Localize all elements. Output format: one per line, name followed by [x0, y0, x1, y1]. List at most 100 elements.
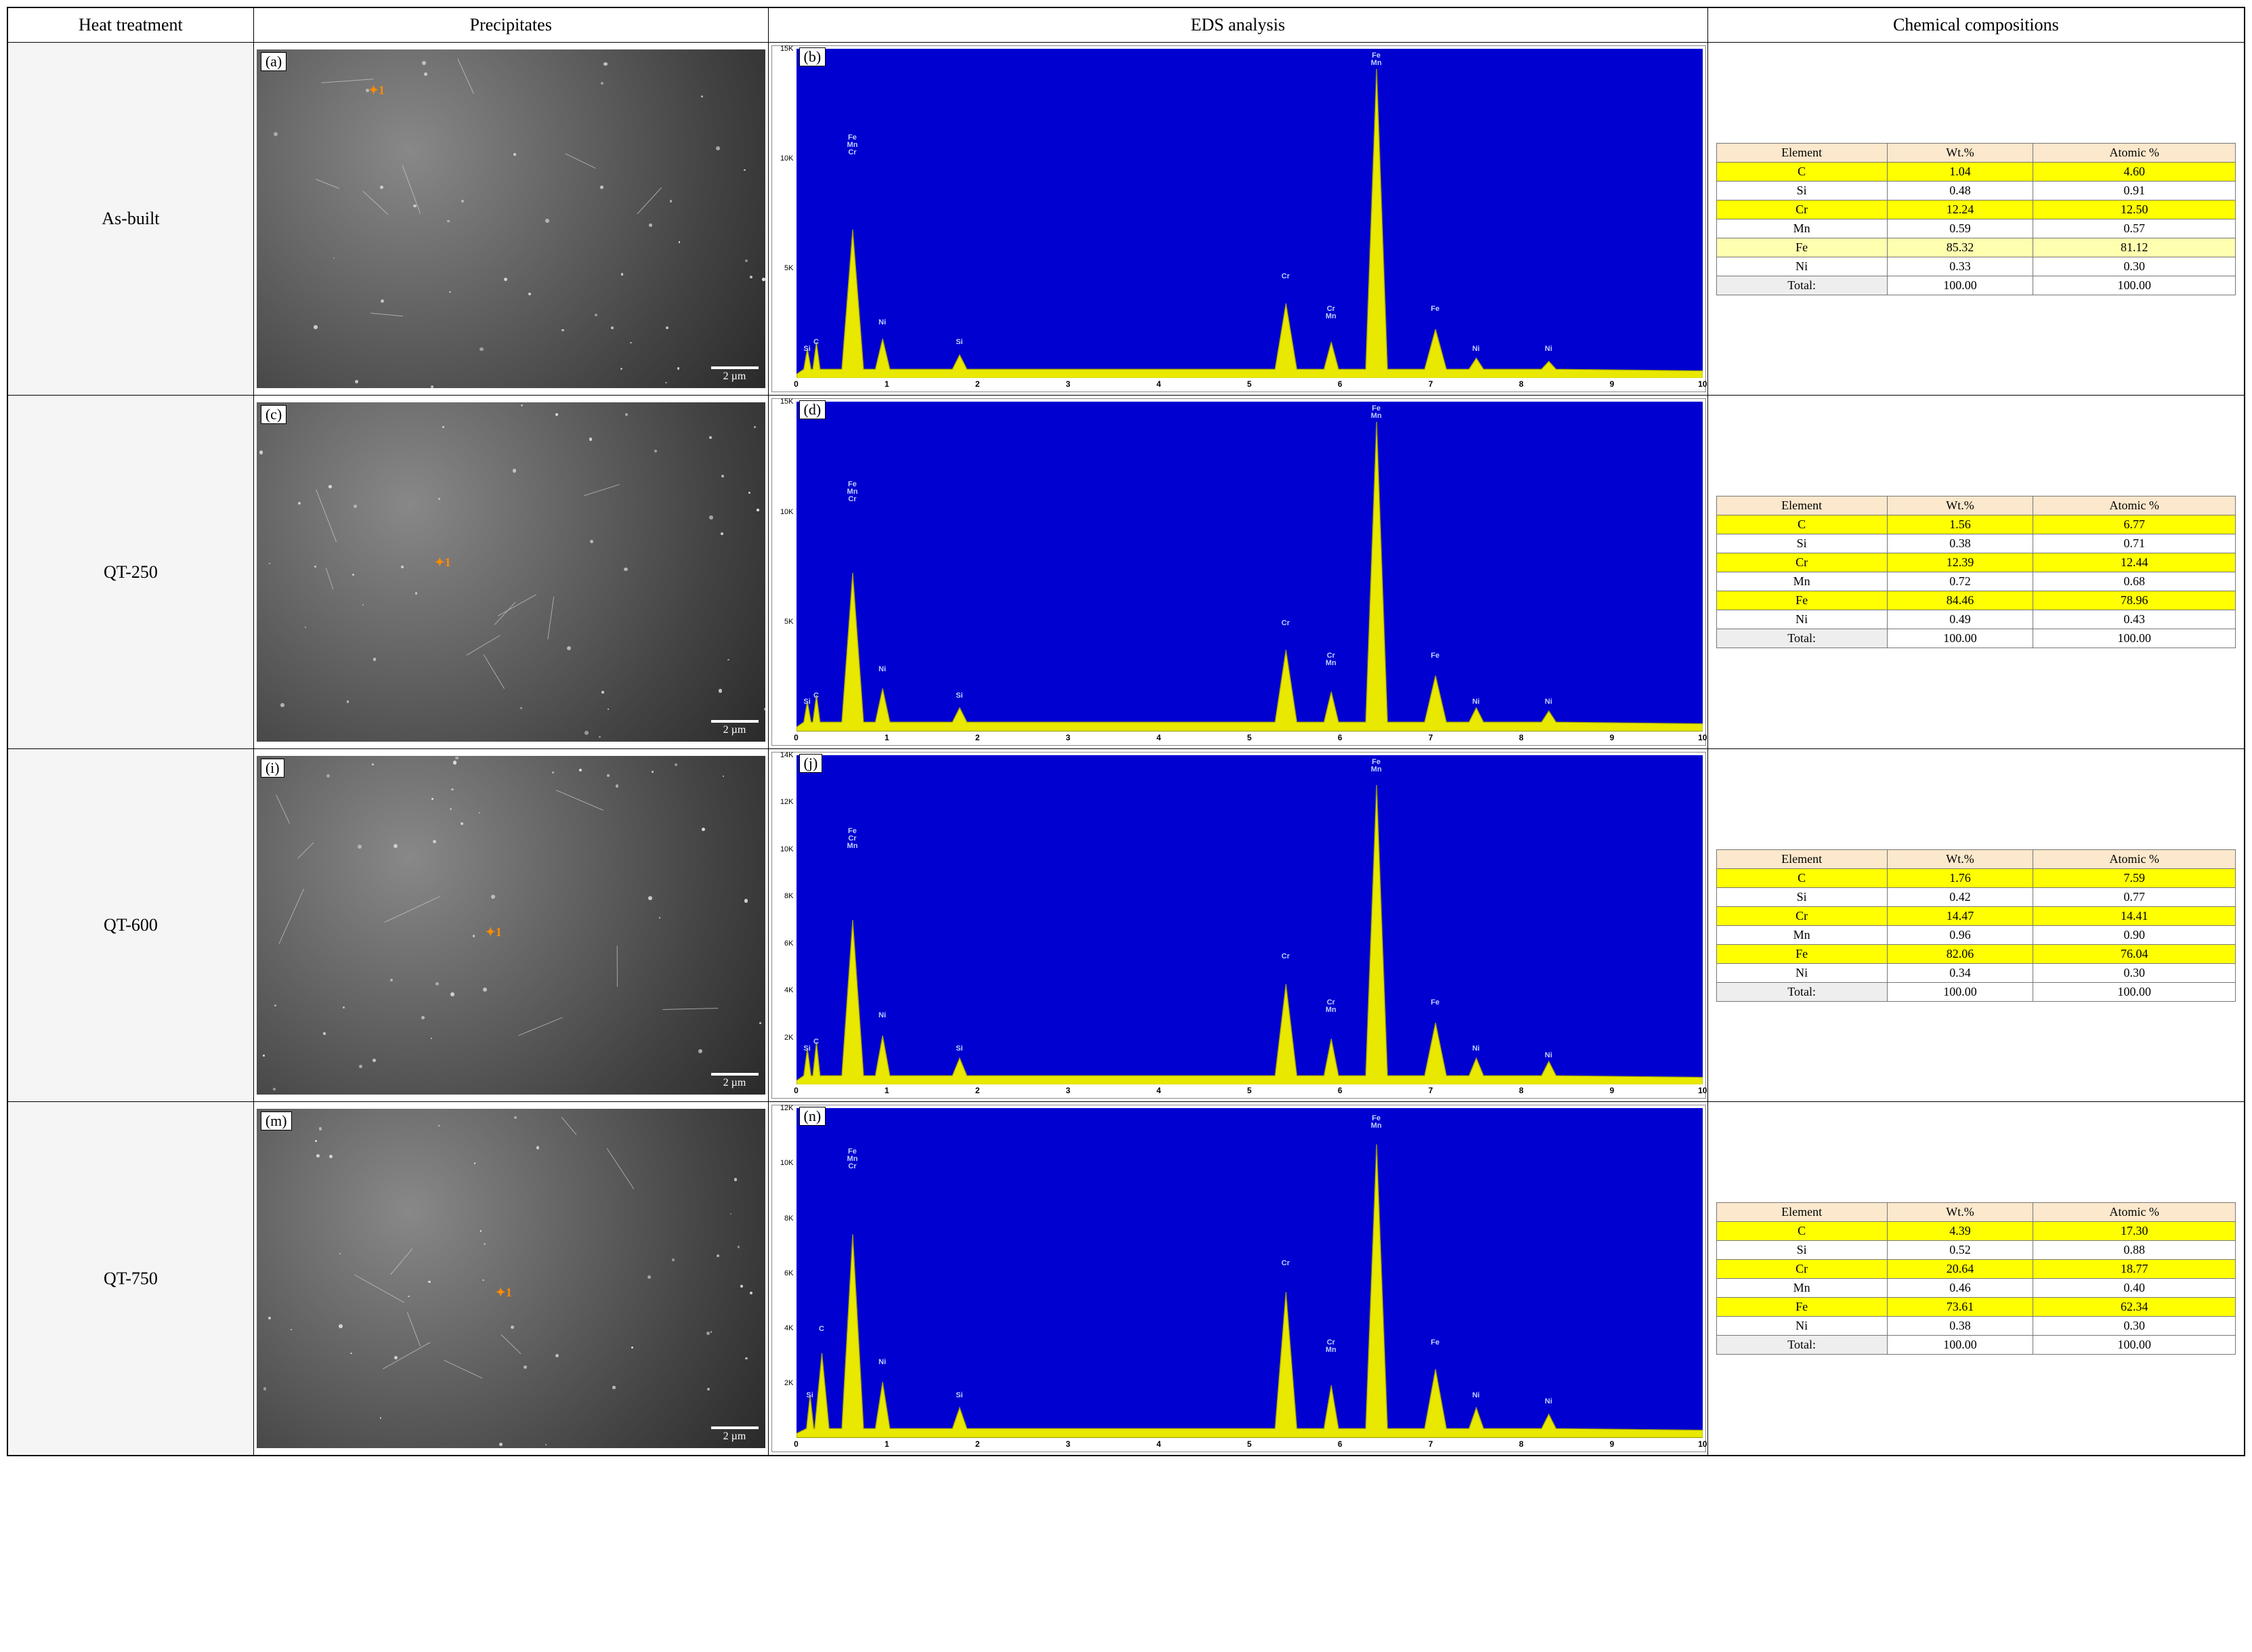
comp-cell: ElementWt.%Atomic %C1.566.77Si0.380.71Cr… [1707, 396, 2245, 748]
comp-header-element: Element [1716, 849, 1887, 868]
heat-treatment-label: QT-600 [7, 748, 253, 1101]
composition-table: ElementWt.%Atomic %C1.566.77Si0.380.71Cr… [1716, 496, 2236, 648]
peak-label: Fe Cr Mn [847, 828, 858, 850]
peak-label: Ni [1472, 698, 1480, 706]
col-heat-treatment: Heat treatment [7, 7, 253, 43]
eds-spectrum: (d)SiCFe Mn CrNiSiCrCr MnFe MnFeNiNi15K1… [771, 398, 1706, 745]
peak-label: C [813, 692, 819, 700]
sem-image: (i) ✦1 2 µm [257, 756, 765, 1095]
peak-label: Si [803, 698, 810, 706]
comp-row: Ni0.340.30 [1716, 963, 2236, 982]
peak-label: Ni [1545, 345, 1552, 353]
peak-label: Si [803, 345, 810, 353]
main-table: Heat treatment Precipitates EDS analysis… [7, 7, 2245, 1456]
eds-panel-label: (b) [799, 47, 826, 66]
comp-row: Mn0.960.90 [1716, 925, 2236, 944]
comp-header-at: Atomic % [2033, 1203, 2236, 1222]
peak-label: Fe Mn [1371, 52, 1382, 67]
peak-label: Cr [1281, 1260, 1290, 1267]
comp-row: Cr12.2412.50 [1716, 200, 2236, 219]
peak-label: Cr [1281, 620, 1290, 627]
scalebar: 2 µm [711, 1426, 759, 1443]
peak-label: Ni [878, 1012, 886, 1019]
data-row: QT-750(m)✦12 µm(n)SiCFe Mn CrNiSiCrCr Mn… [7, 1102, 2245, 1456]
peak-label: Ni [1472, 1045, 1480, 1053]
peak-label: Ni [878, 666, 886, 673]
eds-cell: (j)SiCFe Cr MnNiSiCrCr MnFe MnFeNiNi14K1… [768, 748, 1707, 1101]
composition-table: ElementWt.%Atomic %C4.3917.30Si0.520.88C… [1716, 1202, 2236, 1355]
comp-row: Ni0.380.30 [1716, 1317, 2236, 1336]
eds-spectrum: (n)SiCFe Mn CrNiSiCrCr MnFe MnFeNiNi12K1… [771, 1105, 1706, 1452]
peak-label: Fe [1431, 652, 1440, 660]
eds-panel-label: (n) [799, 1107, 826, 1126]
peak-label: Fe [1431, 1339, 1440, 1347]
data-row: QT-600(i)✦12 µm(j)SiCFe Cr MnNiSiCrCr Mn… [7, 748, 2245, 1101]
peak-label: Fe Mn Cr [847, 134, 858, 156]
peak-label: Si [956, 1045, 962, 1053]
comp-row: Mn0.720.68 [1716, 572, 2236, 591]
comp-row: Mn0.460.40 [1716, 1279, 2236, 1298]
data-row: QT-250(c)✦12 µm(d)SiCFe Mn CrNiSiCrCr Mn… [7, 396, 2245, 748]
comp-total-row: Total:100.00100.00 [1716, 982, 2236, 1001]
peak-label: Fe Mn Cr [847, 1148, 858, 1170]
comp-row: Fe85.3281.12 [1716, 238, 2236, 257]
comp-total-row: Total:100.00100.00 [1716, 276, 2236, 295]
peak-label: Fe Mn Cr [847, 481, 858, 503]
comp-row: Si0.380.71 [1716, 534, 2236, 553]
precipitates-cell: (m)✦12 µm [253, 1102, 768, 1456]
comp-row: C1.767.59 [1716, 868, 2236, 887]
scalebar: 2 µm [711, 720, 759, 736]
heat-treatment-label: QT-250 [7, 396, 253, 748]
peak-label: Fe [1431, 305, 1440, 313]
comp-row: Cr14.4714.41 [1716, 906, 2236, 925]
peak-label: Fe Mn [1371, 759, 1382, 774]
peak-label: Ni [1545, 1052, 1552, 1059]
comp-row: C1.044.60 [1716, 162, 2236, 181]
sem-panel-label: (i) [261, 759, 284, 778]
composition-table: ElementWt.%Atomic %C1.767.59Si0.420.77Cr… [1716, 849, 2236, 1002]
sem-image: (c) ✦1 2 µm [257, 402, 765, 741]
comp-row: Fe84.4678.96 [1716, 591, 2236, 610]
comp-header-element: Element [1716, 143, 1887, 162]
peak-label: Cr Mn [1325, 999, 1336, 1014]
peak-label: Si [956, 692, 962, 700]
data-row: As-built(a)✦12 µm(b)SiCFe Mn CrNiSiCrCr … [7, 43, 2245, 396]
precipitates-cell: (c) ✦1 2 µm [253, 396, 768, 748]
sem-panel-label: (c) [261, 405, 286, 424]
peak-label: Fe Mn [1371, 405, 1382, 420]
eds-cell: (b)SiCFe Mn CrNiSiCrCr MnFe MnFeNiNi15K1… [768, 43, 1707, 396]
peak-label: Cr [1281, 953, 1290, 960]
comp-header-at: Atomic % [2033, 143, 2236, 162]
header-row: Heat treatment Precipitates EDS analysis… [7, 7, 2245, 43]
comp-row: C4.3917.30 [1716, 1222, 2236, 1241]
comp-row: Cr12.3912.44 [1716, 553, 2236, 572]
comp-row: Ni0.330.30 [1716, 257, 2236, 276]
peak-label: C [813, 1038, 819, 1046]
peak-label: Fe Mn [1371, 1115, 1382, 1130]
eds-point-marker: ✦1 [435, 555, 451, 570]
peak-label: Ni [1472, 345, 1480, 353]
eds-cell: (d)SiCFe Mn CrNiSiCrCr MnFe MnFeNiNi15K1… [768, 396, 1707, 748]
comp-row: Ni0.490.43 [1716, 610, 2236, 629]
eds-panel-label: (j) [799, 754, 823, 773]
peak-label: Ni [1545, 1398, 1552, 1405]
precipitates-cell: (a)✦12 µm [253, 43, 768, 396]
composition-table: ElementWt.%Atomic %C1.044.60Si0.480.91Cr… [1716, 143, 2236, 295]
peak-label: Si [803, 1045, 810, 1053]
eds-point-marker: ✦1 [486, 925, 502, 939]
peak-label: Cr Mn [1325, 305, 1336, 320]
scalebar: 2 µm [711, 1073, 759, 1089]
comp-header-at: Atomic % [2033, 496, 2236, 515]
peak-label: C [819, 1326, 824, 1333]
scalebar: 2 µm [711, 366, 759, 383]
eds-panel-label: (d) [799, 400, 826, 419]
comp-row: Si0.520.88 [1716, 1241, 2236, 1260]
comp-header-element: Element [1716, 1203, 1887, 1222]
comp-cell: ElementWt.%Atomic %C1.767.59Si0.420.77Cr… [1707, 748, 2245, 1101]
sem-image: (m)✦12 µm [257, 1109, 765, 1447]
comp-row: Fe73.6162.34 [1716, 1298, 2236, 1317]
comp-row: C1.566.77 [1716, 515, 2236, 534]
comp-row: Fe82.0676.04 [1716, 944, 2236, 963]
comp-header-wt: Wt.% [1887, 1203, 2033, 1222]
eds-cell: (n)SiCFe Mn CrNiSiCrCr MnFe MnFeNiNi12K1… [768, 1102, 1707, 1456]
